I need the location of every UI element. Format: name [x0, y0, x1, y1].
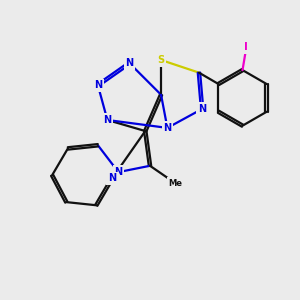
- Text: N: N: [103, 115, 111, 125]
- Text: N: N: [125, 58, 134, 68]
- Text: N: N: [198, 104, 206, 114]
- Text: N: N: [94, 80, 102, 90]
- Text: N: N: [163, 123, 171, 133]
- Text: N: N: [108, 173, 116, 183]
- Text: N: N: [114, 167, 122, 177]
- Text: Me: Me: [168, 179, 182, 188]
- Text: S: S: [158, 55, 165, 65]
- Text: I: I: [244, 42, 248, 52]
